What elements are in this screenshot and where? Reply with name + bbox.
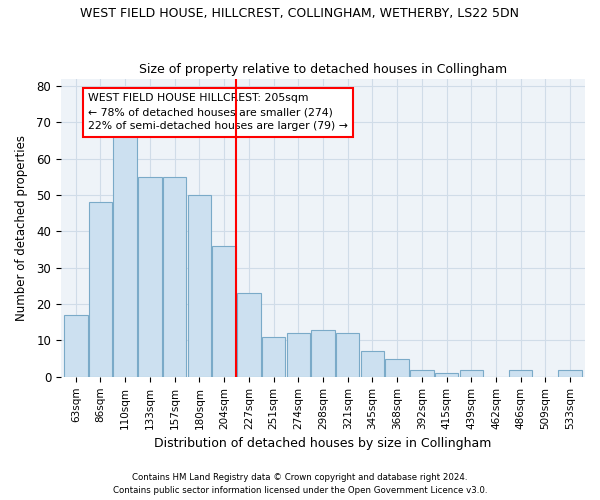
Bar [188,195,211,377]
Bar [559,370,582,377]
Bar [311,330,335,377]
Bar [509,370,532,377]
X-axis label: Distribution of detached houses by size in Collingham: Distribution of detached houses by size … [154,437,491,450]
Bar [435,373,458,377]
Bar [336,333,359,377]
Bar [262,337,285,377]
Y-axis label: Number of detached properties: Number of detached properties [15,134,28,320]
Bar [64,315,88,377]
Bar [287,333,310,377]
Bar [163,177,187,377]
Bar [460,370,483,377]
Bar [138,177,161,377]
Bar [113,133,137,377]
Bar [410,370,434,377]
Bar [237,293,260,377]
Bar [212,246,236,377]
Bar [385,358,409,377]
Text: WEST FIELD HOUSE, HILLCREST, COLLINGHAM, WETHERBY, LS22 5DN: WEST FIELD HOUSE, HILLCREST, COLLINGHAM,… [80,8,520,20]
Title: Size of property relative to detached houses in Collingham: Size of property relative to detached ho… [139,63,507,76]
Bar [89,202,112,377]
Bar [361,352,384,377]
Text: WEST FIELD HOUSE HILLCREST: 205sqm
← 78% of detached houses are smaller (274)
22: WEST FIELD HOUSE HILLCREST: 205sqm ← 78%… [88,93,348,131]
Text: Contains HM Land Registry data © Crown copyright and database right 2024.
Contai: Contains HM Land Registry data © Crown c… [113,474,487,495]
